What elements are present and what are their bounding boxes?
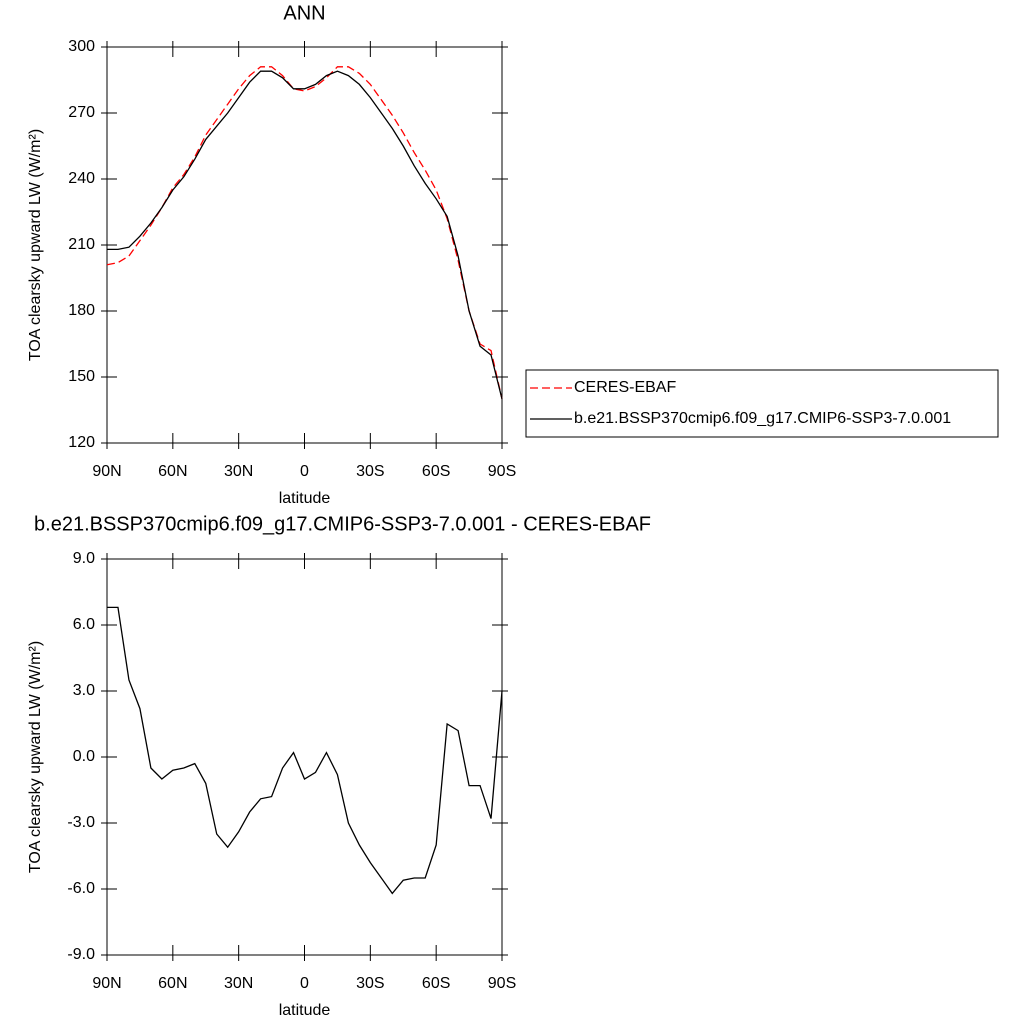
x-tick-label: 30N [224,975,253,992]
x-tick-label: 0 [300,975,309,992]
x-tick-label: 60N [158,975,187,992]
y-tick-label: 150 [68,368,95,385]
x-tick-label: 30N [224,463,253,480]
legend-label: CERES-EBAF [574,379,676,396]
y-tick-label: 180 [68,302,95,319]
y-tick-label: 3.0 [73,682,95,699]
y-tick-label: 240 [68,170,95,187]
y-tick-label: 6.0 [73,616,95,633]
legend-label: b.e21.BSSP370cmip6.f09_g17.CMIP6-SSP3-7.… [574,410,951,427]
y-tick-label: -9.0 [67,946,95,963]
plot-frame [106,46,503,444]
y-axis-label: TOA clearsky upward LW (W/m²) [27,641,44,873]
y-axis-label: TOA clearsky upward LW (W/m²) [27,129,44,361]
x-tick-label: 60N [158,463,187,480]
x-tick-label: 60S [422,975,450,992]
y-tick-label: 270 [68,104,95,121]
x-axis-label: latitude [279,490,331,507]
legend-frame [525,369,999,438]
y-tick-label: 210 [68,236,95,253]
data-line [107,70,503,400]
plot-frame [106,558,503,956]
y-tick-label: 120 [68,434,95,451]
data-line [106,66,503,400]
y-tick-label: -3.0 [67,814,95,831]
x-tick-label: 30S [356,975,384,992]
x-tick-label: 30S [356,463,384,480]
chart-title: ANN [283,2,325,24]
x-axis-label: latitude [279,1002,331,1019]
x-tick-label: 0 [300,463,309,480]
x-tick-label: 90S [488,463,516,480]
chart-title: b.e21.BSSP370cmip6.f09_g17.CMIP6-SSP3-7.… [34,513,651,535]
x-tick-label: 90N [92,975,121,992]
y-tick-label: 0.0 [73,748,95,765]
x-tick-label: 60S [422,463,450,480]
y-tick-label: 300 [68,38,95,55]
data-line [107,606,503,895]
x-tick-label: 90N [92,463,121,480]
x-tick-label: 90S [488,975,516,992]
y-tick-label: -6.0 [67,880,95,897]
y-tick-label: 9.0 [73,550,95,567]
